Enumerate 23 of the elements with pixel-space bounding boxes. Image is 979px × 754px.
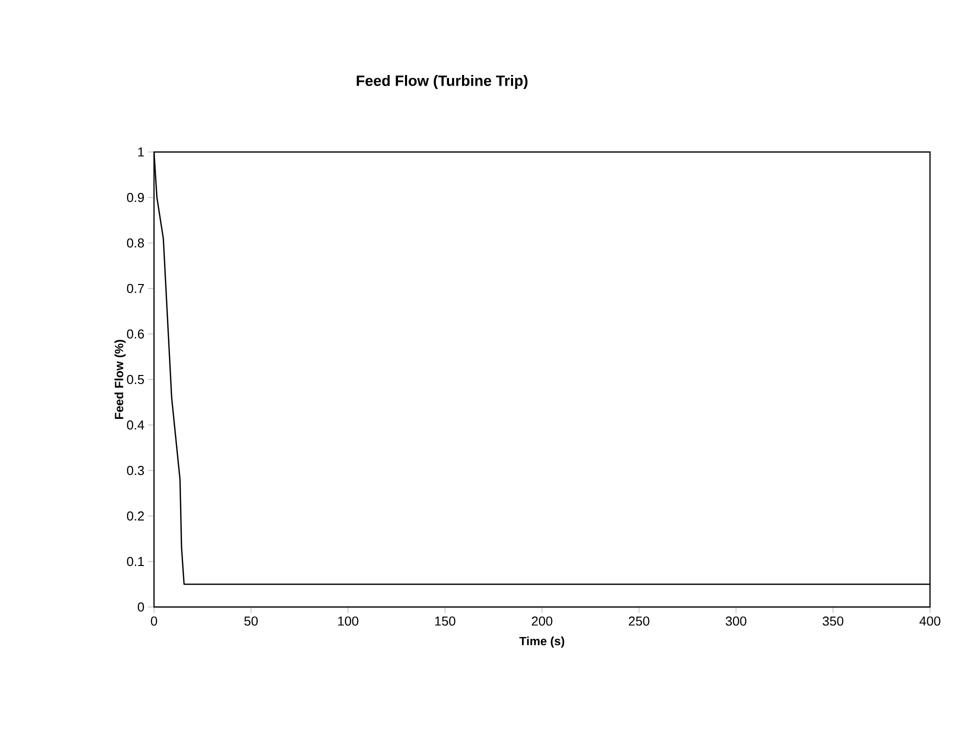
y-tick-label: 0.6 — [126, 329, 144, 339]
y-tick-label: 1 — [138, 148, 144, 156]
y-tick-label: 0.5 — [126, 374, 144, 384]
y-axis-title: Feed Flow (%) — [114, 340, 126, 419]
x-tick-label: 250 — [628, 616, 650, 626]
chart-title: Feed Flow (Turbine Trip) — [356, 75, 528, 89]
y-tick-label: 0.9 — [126, 192, 144, 202]
x-tick-label: 0 — [150, 616, 158, 626]
x-tick-label: 400 — [920, 616, 940, 626]
x-tick-label: 50 — [244, 616, 258, 626]
y-tick-label: 0 — [138, 602, 144, 612]
x-tick-label: 350 — [822, 616, 844, 626]
x-tick-label: 100 — [338, 616, 358, 626]
x-tick-label: 200 — [532, 616, 552, 626]
x-axis-title: Time (s) — [519, 636, 564, 648]
y-tick-label: 0.7 — [126, 284, 144, 294]
y-tick-label: 0.3 — [126, 466, 144, 476]
y-tick-label: 0.1 — [126, 556, 144, 566]
x-tick-label: 150 — [435, 616, 456, 626]
y-tick-label: 0.2 — [126, 511, 144, 521]
y-tick-label: 0.8 — [126, 238, 144, 248]
x-tick-label: 300 — [726, 616, 746, 626]
y-tick-label: 0.4 — [126, 420, 144, 430]
